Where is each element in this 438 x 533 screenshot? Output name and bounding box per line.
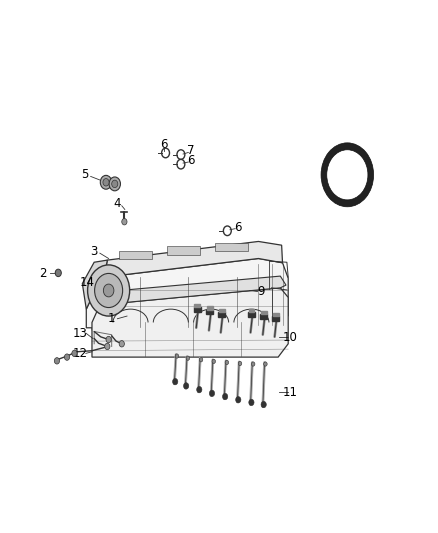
Circle shape (238, 361, 242, 366)
Text: 12: 12 (73, 347, 88, 360)
Text: 11: 11 (283, 386, 298, 399)
Text: 10: 10 (283, 331, 298, 344)
Polygon shape (82, 260, 107, 309)
Text: 5: 5 (81, 168, 88, 181)
Bar (207, 306, 213, 310)
Text: 1: 1 (108, 312, 116, 325)
Circle shape (173, 378, 178, 385)
Circle shape (100, 175, 112, 189)
Bar (218, 312, 225, 317)
Circle shape (199, 358, 203, 362)
Circle shape (321, 143, 374, 207)
Circle shape (327, 150, 368, 200)
Circle shape (103, 179, 109, 186)
Circle shape (223, 393, 228, 400)
Circle shape (186, 356, 190, 360)
Text: 3: 3 (91, 245, 98, 258)
Bar (248, 312, 255, 317)
Circle shape (72, 350, 77, 357)
Circle shape (64, 354, 70, 360)
Bar (119, 251, 152, 259)
Bar (273, 313, 279, 316)
Circle shape (225, 360, 229, 365)
Text: 6: 6 (187, 155, 195, 167)
Circle shape (249, 399, 254, 406)
Text: 6: 6 (234, 221, 242, 234)
Circle shape (197, 386, 202, 393)
Text: 4: 4 (113, 197, 121, 210)
Circle shape (88, 265, 130, 316)
Bar (215, 243, 248, 251)
Bar (272, 316, 279, 321)
Polygon shape (92, 288, 288, 357)
Text: 6: 6 (160, 139, 168, 151)
Circle shape (251, 362, 255, 366)
Bar (260, 314, 267, 319)
Text: 14: 14 (80, 276, 95, 289)
Text: 8: 8 (344, 146, 351, 158)
Bar (219, 309, 225, 312)
Text: 2: 2 (39, 267, 47, 280)
Circle shape (261, 401, 266, 408)
Circle shape (54, 358, 60, 364)
Circle shape (175, 354, 179, 358)
Circle shape (105, 343, 110, 350)
Circle shape (184, 383, 189, 389)
Circle shape (109, 177, 120, 191)
Circle shape (95, 273, 123, 308)
Bar (194, 304, 200, 307)
Bar (194, 307, 201, 312)
Circle shape (212, 359, 215, 364)
Circle shape (112, 180, 118, 188)
Circle shape (103, 284, 114, 297)
Text: 9: 9 (257, 285, 265, 298)
Polygon shape (104, 241, 283, 277)
Polygon shape (86, 259, 288, 328)
Text: 13: 13 (73, 327, 88, 340)
Bar (249, 309, 254, 312)
Bar (167, 246, 200, 255)
Bar (261, 311, 267, 314)
Text: 7: 7 (187, 144, 195, 157)
Circle shape (264, 362, 267, 366)
Circle shape (236, 397, 241, 403)
Bar (206, 310, 213, 314)
Circle shape (122, 219, 127, 225)
Circle shape (106, 336, 111, 343)
Circle shape (55, 269, 61, 277)
Circle shape (209, 390, 215, 397)
Polygon shape (100, 276, 286, 305)
Circle shape (119, 341, 124, 347)
